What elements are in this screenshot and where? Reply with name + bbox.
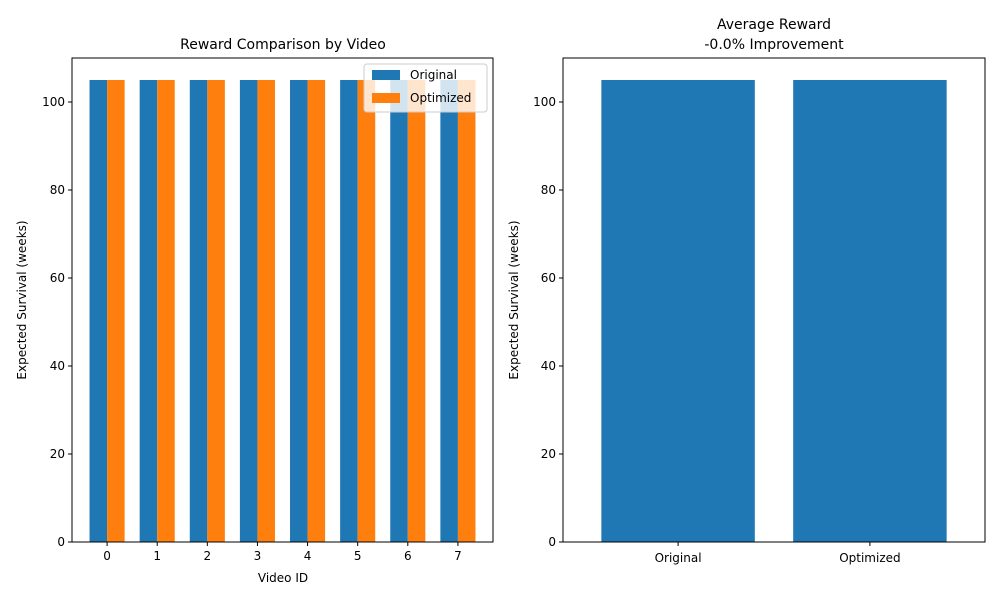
bar-optimized-video-5 bbox=[357, 80, 376, 542]
plot-frame bbox=[71, 57, 494, 543]
y-axis: 0 20 40 60 80 100 bbox=[42, 95, 72, 549]
bar-original-video-1 bbox=[139, 80, 158, 542]
y-tick-label: 40 bbox=[50, 359, 65, 373]
y-axis-label: Expected Survival (weeks) bbox=[507, 220, 521, 379]
chart-average-reward: Average Reward -0.0% Improvement 0 20 40 60… bbox=[507, 17, 986, 565]
legend-swatch-optimized bbox=[372, 93, 400, 103]
chart-title: Average Reward bbox=[717, 17, 831, 33]
x-tick-label: Optimized bbox=[839, 551, 900, 565]
bar-original-video-4 bbox=[290, 80, 308, 542]
y-tick-label: 60 bbox=[541, 271, 556, 285]
bar-optimized-video-1 bbox=[157, 80, 175, 542]
bar-original-video-6 bbox=[390, 80, 408, 542]
bar-optimized-video-2 bbox=[207, 80, 225, 542]
y-axis: 0 20 40 60 80 100 bbox=[533, 95, 563, 549]
x-tick-label: 4 bbox=[304, 549, 312, 563]
x-tick-label: 7 bbox=[454, 549, 462, 563]
y-tick-label: 20 bbox=[50, 447, 65, 461]
chart-subtitle: -0.0% Improvement bbox=[704, 37, 844, 53]
y-tick-label: 0 bbox=[548, 535, 556, 549]
y-tick-label: 100 bbox=[533, 95, 556, 109]
y-tick-label: 40 bbox=[541, 359, 556, 373]
x-tick-label: 3 bbox=[254, 549, 262, 563]
legend-swatch-original bbox=[372, 70, 400, 80]
y-axis-label: Expected Survival (weeks) bbox=[15, 220, 29, 379]
bar-original-video-0 bbox=[89, 80, 108, 542]
x-tick-label: 0 bbox=[103, 549, 111, 563]
x-tick-label: 1 bbox=[153, 549, 161, 563]
x-axis-label: Video ID bbox=[258, 571, 308, 585]
chart-reward-by-video: Reward Comparison by Video 020406080100 … bbox=[15, 37, 494, 585]
y-tick-label: 20 bbox=[541, 447, 556, 461]
bar-original-video-3 bbox=[239, 80, 258, 542]
bar-optimized-video-6 bbox=[407, 80, 426, 542]
bar-average-original bbox=[601, 80, 755, 542]
y-tick-label: 0 bbox=[57, 535, 65, 549]
x-tick-label: Original bbox=[655, 551, 702, 565]
plot-frame bbox=[562, 57, 986, 543]
x-axis: Original Optimized bbox=[655, 542, 901, 565]
bar-optimized-video-3 bbox=[257, 80, 275, 542]
bar-original-video-7 bbox=[440, 80, 458, 542]
legend-label-optimized: Optimized bbox=[410, 91, 471, 105]
bar-original-video-5 bbox=[340, 80, 358, 542]
bar-optimized-video-0 bbox=[107, 80, 125, 542]
y-tick-label: 80 bbox=[50, 183, 65, 197]
y-tick-label: 80 bbox=[541, 183, 556, 197]
chart-title: Reward Comparison by Video bbox=[180, 37, 386, 53]
bar-optimized-video-7 bbox=[457, 80, 476, 542]
bar-optimized-video-4 bbox=[307, 80, 326, 542]
y-tick-label: 100 bbox=[42, 95, 65, 109]
bar-series bbox=[89, 80, 476, 542]
legend-label-original: Original bbox=[410, 68, 457, 82]
bar-average-optimized bbox=[793, 80, 947, 542]
x-tick-label: 6 bbox=[404, 549, 412, 563]
bar-original-video-2 bbox=[189, 80, 208, 542]
x-axis: 0 1 2 3 4 5 6 7 bbox=[103, 542, 462, 563]
bar-series bbox=[601, 80, 947, 542]
x-tick-label: 5 bbox=[354, 549, 362, 563]
y-tick-label: 60 bbox=[50, 271, 65, 285]
legend: Original Optimized bbox=[363, 63, 488, 113]
x-tick-label: 2 bbox=[204, 549, 212, 563]
